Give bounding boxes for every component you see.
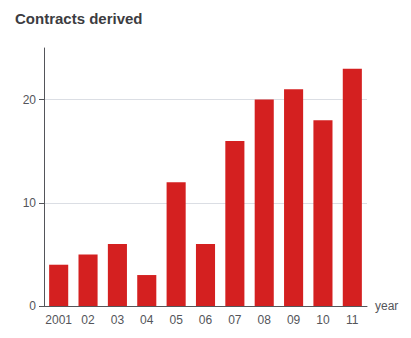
svg-text:07: 07 — [228, 313, 242, 327]
svg-text:03: 03 — [111, 313, 125, 327]
svg-text:10: 10 — [23, 196, 37, 210]
svg-text:05: 05 — [169, 313, 183, 327]
svg-text:20: 20 — [23, 93, 37, 107]
svg-text:11: 11 — [346, 313, 359, 327]
svg-text:Contracts derived: Contracts derived — [15, 10, 143, 27]
svg-text:04: 04 — [140, 313, 154, 327]
svg-text:09: 09 — [287, 313, 301, 327]
svg-text:02: 02 — [81, 313, 95, 327]
svg-text:year: year — [375, 299, 398, 313]
svg-text:0: 0 — [29, 299, 36, 313]
svg-text:10: 10 — [316, 313, 330, 327]
svg-text:2001: 2001 — [45, 313, 72, 327]
svg-text:08: 08 — [258, 313, 272, 327]
svg-text:06: 06 — [199, 313, 213, 327]
